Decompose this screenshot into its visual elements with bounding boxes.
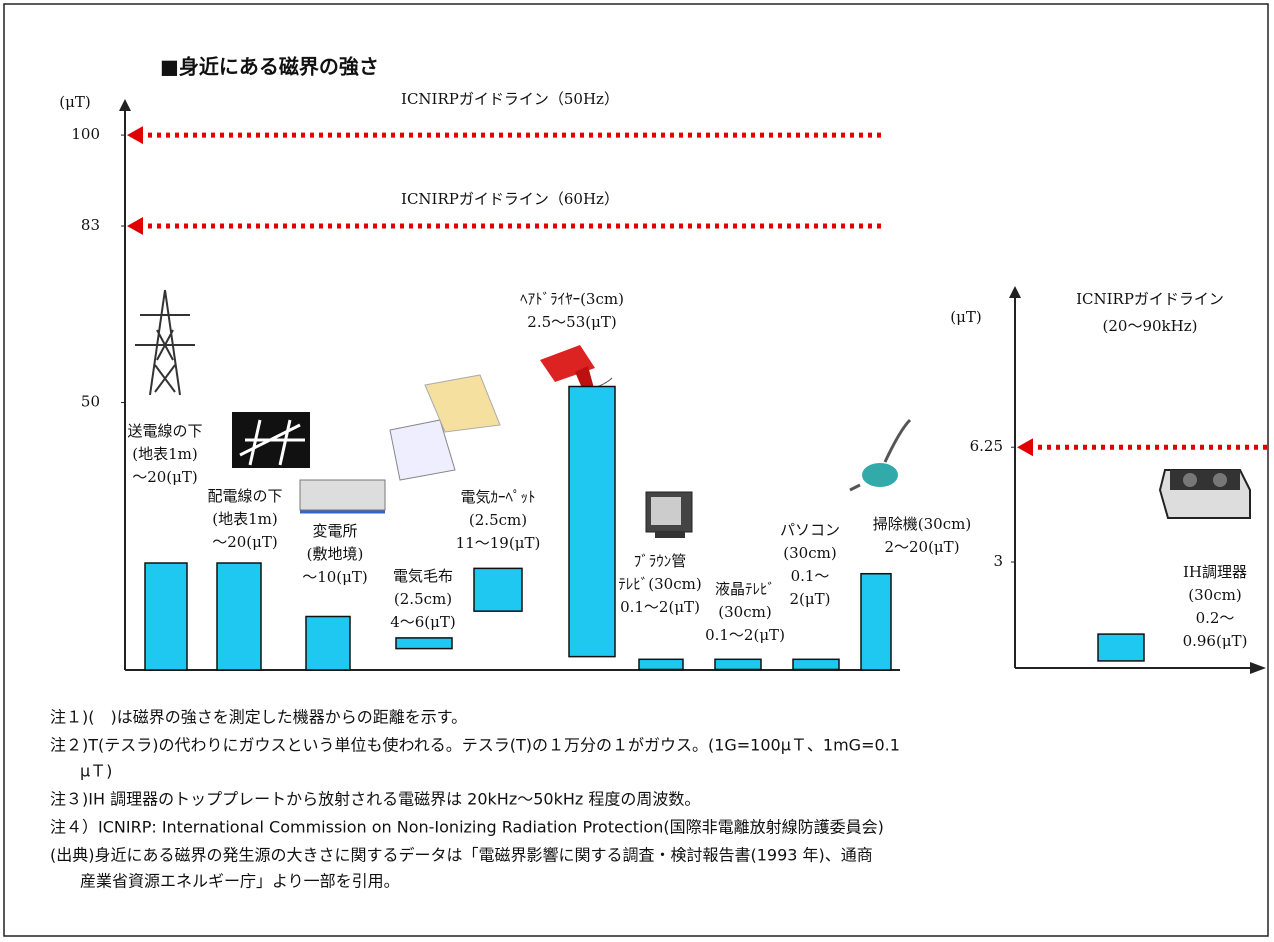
- category-label: 0.2～: [1196, 609, 1235, 627]
- category-label: ﾍｱﾄﾞﾗｲﾔｰ(3cm): [520, 290, 624, 308]
- category-label: 送電線の下: [127, 422, 202, 440]
- category-label: 掃除機(30cm): [873, 515, 971, 533]
- category-label: IH調理器: [1183, 563, 1247, 581]
- category-label: (地表1m): [212, 510, 277, 528]
- category-label: ～10(μT): [302, 568, 368, 586]
- category-label: 2.5～53(μT): [527, 313, 616, 331]
- category-label: パソコン: [780, 521, 840, 539]
- y-axis-unit: (μT): [59, 93, 90, 111]
- category-label: 2～20(μT): [884, 538, 959, 556]
- y-axis-unit: (μT): [950, 308, 981, 326]
- category-label: (2.5cm): [469, 511, 527, 529]
- bar: [715, 659, 761, 669]
- category-label: 11～19(μT): [456, 534, 541, 552]
- category-label: ～20(μT): [132, 468, 198, 486]
- category-label: 変電所: [312, 522, 357, 540]
- reference-label: ICNIRPガイドライン（50Hz）: [401, 90, 619, 108]
- note: 注３)IH 調理器のトッププレートから放射される電磁界は 20kHz～50kHz…: [50, 790, 700, 809]
- category-label: (30cm): [783, 544, 836, 562]
- category-label: 0.1～2(μT): [620, 598, 700, 616]
- y-tick-label: 50: [81, 393, 100, 411]
- bar: [474, 568, 522, 611]
- category-label: (敷地境): [307, 545, 364, 563]
- category-label: (30cm): [718, 603, 771, 621]
- category-label: 液晶ﾃﾚﾋﾞ: [715, 580, 775, 598]
- category-label: ～20(μT): [212, 533, 278, 551]
- category-label: ﾌﾞﾗｳﾝ管: [634, 552, 687, 570]
- note: 産業省資源エネルギー庁」より一部を引用。: [80, 872, 400, 891]
- tv-icon: [646, 492, 692, 538]
- note: 注４）ICNIRP: International Commission on N…: [50, 818, 884, 837]
- note: 注１)( )は磁界の強さを測定した機器からの距離を示す。: [50, 708, 467, 727]
- category-label: (地表1m): [132, 445, 197, 463]
- bar: [793, 659, 839, 669]
- category-label: 電気ｶｰﾍﾟｯﾄ: [460, 488, 535, 506]
- reference-label: (20～90kHz): [1103, 317, 1198, 335]
- y-tick-label: 83: [81, 216, 100, 234]
- figure: ■身近にある磁界の強さ (μT) 100 83 50 ICNIRPガイドライン（50Hz）…: [0, 0, 1274, 942]
- y-tick-label: 6.25: [970, 437, 1003, 455]
- note: 注２)T(テスラ)の代わりにガウスという単位も使われる。テスラ(T)の１万分の１…: [50, 736, 900, 755]
- category-label: 電気毛布: [393, 567, 453, 585]
- bar: [861, 574, 891, 670]
- power-line-icon: [232, 412, 310, 468]
- ih-cooker-icon: [1160, 470, 1250, 518]
- bar: [306, 617, 350, 670]
- reference-label: ICNIRPガイドライン（60Hz）: [401, 190, 619, 208]
- y-tick-label: 100: [71, 125, 100, 143]
- category-label: 4～6(μT): [390, 613, 456, 631]
- substation-icon: [300, 480, 385, 512]
- note: (出典)身近にある磁界の発生源の大きさに関するデータは「電磁界影響に関する調査・…: [50, 846, 873, 865]
- category-label: (2.5cm): [394, 590, 452, 608]
- category-label: 0.1～2(μT): [705, 626, 785, 644]
- reference-label: ICNIRPガイドライン: [1076, 290, 1224, 308]
- bar: [1098, 634, 1144, 661]
- category-label: 2(μT): [789, 590, 830, 608]
- bar: [145, 563, 187, 670]
- bar: [639, 659, 683, 669]
- category-label: ﾃﾚﾋﾞ(30cm): [618, 575, 701, 593]
- chart-title: ■身近にある磁界の強さ: [160, 55, 379, 79]
- category-label: 0.96(μT): [1183, 632, 1248, 650]
- category-label: (30cm): [1188, 586, 1241, 604]
- bar: [396, 638, 452, 649]
- bar: [569, 387, 615, 657]
- category-label: 0.1～: [791, 567, 830, 585]
- note: μＴ): [80, 762, 112, 781]
- y-tick-label: 3: [993, 552, 1003, 570]
- category-label: 配電線の下: [207, 487, 282, 505]
- bar: [217, 563, 261, 670]
